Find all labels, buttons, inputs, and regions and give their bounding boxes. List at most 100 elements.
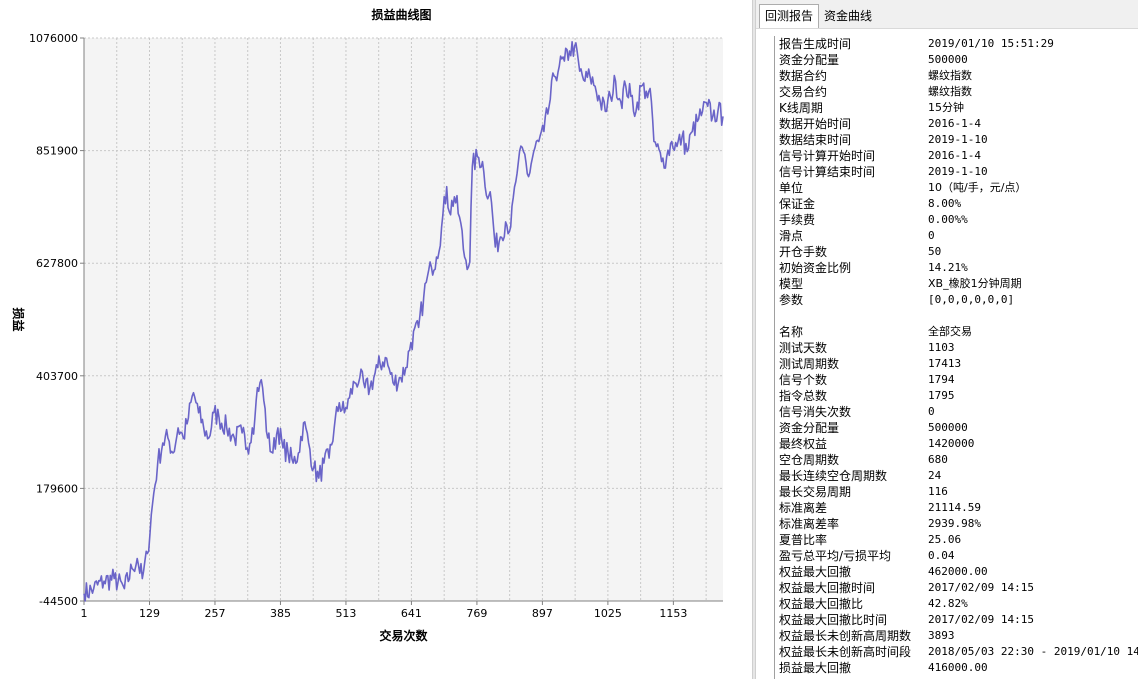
report-row-label: 权益最长未创新高周期数 (779, 629, 912, 643)
equity-series-line (83, 41, 724, 602)
report-row-value: 1795 (928, 389, 955, 402)
report-row-label: 数据结束时间 (779, 133, 852, 147)
report-row-label: 模型 (779, 277, 804, 291)
report-row-value: 42.82% (928, 597, 968, 610)
report-row: 滑点 0 (775, 228, 1138, 244)
y-tick-label: 627800 (36, 257, 78, 270)
y-tick-label: -44500 (39, 595, 78, 608)
x-tick-label: 513 (335, 607, 356, 620)
x-tick-label: 385 (270, 607, 291, 620)
report-row: K线周期 15分钟 (775, 100, 1138, 116)
pane-splitter[interactable] (752, 0, 756, 679)
report-row-label: 开仓手数 (779, 245, 828, 259)
report-row-label: 信号个数 (779, 373, 828, 387)
report-row-label: 指令总数 (779, 389, 828, 403)
report-row-value: 8.00% (928, 197, 962, 210)
report-row-label: 资金分配量 (779, 421, 840, 435)
report-row: 名称 全部交易 (775, 324, 1138, 340)
report-row-value: 416000.00 (928, 661, 988, 674)
report-row-label: 参数 (779, 293, 804, 307)
report-row-label: 名称 (779, 325, 804, 339)
report-row: 参数 [0,0,0,0,0,0] (775, 292, 1138, 308)
report-row-label: 最终权益 (779, 437, 828, 451)
report-row-value: 0.04 (928, 549, 955, 562)
report-row: 数据开始时间 2016-1-4 (775, 116, 1138, 132)
report-row-label: 报告生成时间 (779, 37, 852, 51)
report-row: 盈亏总平均/亏损平均 0.04 (775, 548, 1138, 564)
report-row: 开仓手数 50 (775, 244, 1138, 260)
report-row-label: 最长连续空仓周期数 (779, 469, 888, 483)
report-row-label: 权益最长未创新高时间段 (779, 645, 912, 659)
report-row-label: 滑点 (779, 229, 804, 243)
report-row: 权益最大回撤 462000.00 (775, 564, 1138, 580)
report-row-value: 14.21% (928, 261, 968, 274)
report-row (775, 308, 1138, 324)
x-tick-label: 769 (466, 607, 487, 620)
report-row: 夏普比率 25.06 (775, 532, 1138, 548)
report-row-label: 信号消失次数 (779, 405, 852, 419)
x-tick-label: 1 (81, 607, 88, 620)
tab-backtest-report[interactable]: 回测报告 (759, 4, 820, 28)
report-row: 损益最大回撤 416000.00 (775, 660, 1138, 676)
report-row-label: 盈亏总平均/亏损平均 (779, 549, 892, 563)
report-row-label: 权益最大回撤时间 (779, 581, 876, 595)
report-row-value: 螺纹指数 (928, 85, 972, 98)
report-pane: 回测报告 资金曲线 报告生成时间 2019/01/10 15:51:29 资金分配量… (756, 0, 1138, 679)
report-row-value: 500000 (928, 53, 968, 66)
report-row-value: 0 (928, 405, 935, 418)
report-row: 权益最大回撤比时间 2017/02/09 14:15 (775, 612, 1138, 628)
report-row-value: 1794 (928, 373, 955, 386)
report-row-label: 信号计算开始时间 (779, 149, 876, 163)
report-row-label: 权益最大回撤比时间 (779, 613, 888, 627)
y-axis-label: 损益 (11, 307, 26, 331)
report-row-label: 标准离差 (779, 501, 828, 515)
y-tick-label: 851900 (36, 145, 78, 158)
report-row-value: XB_橡胶1分钟周期 (928, 277, 1022, 290)
report-row-value: 2016-1-4 (928, 149, 981, 162)
report-row-label: 空仓周期数 (779, 453, 840, 467)
x-tick-label: 641 (401, 607, 422, 620)
report-row: 测试周期数 17413 (775, 356, 1138, 372)
report-row-label: 数据合约 (779, 69, 828, 83)
y-tick-label: 403700 (36, 370, 78, 383)
report-row: 最终权益 1420000 (775, 436, 1138, 452)
x-tick-label: 1153 (659, 607, 687, 620)
report-row-value: 0 (928, 229, 935, 242)
report-row-value: 2016-1-4 (928, 117, 981, 130)
report-row-label: 资金分配量 (779, 53, 840, 67)
report-row: 最长连续空仓周期数 24 (775, 468, 1138, 484)
report-row: 标准离差 21114.59 (775, 500, 1138, 516)
report-row: 模型 XB_橡胶1分钟周期 (775, 276, 1138, 292)
tab-equity-curve[interactable]: 资金曲线 (824, 9, 873, 23)
report-row-value: [0,0,0,0,0,0] (928, 293, 1015, 306)
backtest-report-list: 报告生成时间 2019/01/10 15:51:29 资金分配量 500000 数据合约… (774, 36, 1138, 679)
report-row: 单位 10（吨/手，元/点） (775, 180, 1138, 196)
x-tick-label: 129 (139, 607, 160, 620)
report-row: 权益最大回撤时间 2017/02/09 14:15 (775, 580, 1138, 596)
plot-area (84, 38, 723, 601)
report-row-label: K线周期 (779, 101, 823, 115)
report-row-value: 24 (928, 469, 942, 482)
report-row-value: 1420000 (928, 437, 975, 450)
report-row-label: 权益最大回撤 (779, 565, 852, 579)
report-row: 资金分配量 500000 (775, 52, 1138, 68)
report-row: 权益最长未创新高时间段 2018/05/03 22:30 - 2019/01/10… (775, 644, 1138, 660)
report-row-value: 1103 (928, 341, 955, 354)
report-row-value: 50 (928, 245, 942, 258)
report-row-value: 2017/02/09 14:15 (928, 613, 1034, 626)
report-row-value: 全部交易 (928, 325, 972, 338)
report-row: 信号消失次数 0 (775, 404, 1138, 420)
report-row: 信号计算结束时间 2019-1-10 (775, 164, 1138, 180)
report-row-value: 17413 (928, 357, 962, 370)
report-row-value: 2019-1-10 (928, 133, 988, 146)
report-row: 信号计算开始时间 2016-1-4 (775, 148, 1138, 164)
report-row-value: 2939.98% (928, 517, 981, 530)
tab-bar: 回测报告 资金曲线 (756, 0, 1138, 29)
report-row-label: 测试周期数 (779, 357, 840, 371)
report-row-label: 权益最大回撤比 (779, 597, 864, 611)
report-row-value: 2017/02/09 14:15 (928, 581, 1034, 594)
report-row-label: 单位 (779, 181, 804, 195)
y-tick-label: 179600 (36, 482, 78, 495)
report-row: 资金分配量 500000 (775, 420, 1138, 436)
